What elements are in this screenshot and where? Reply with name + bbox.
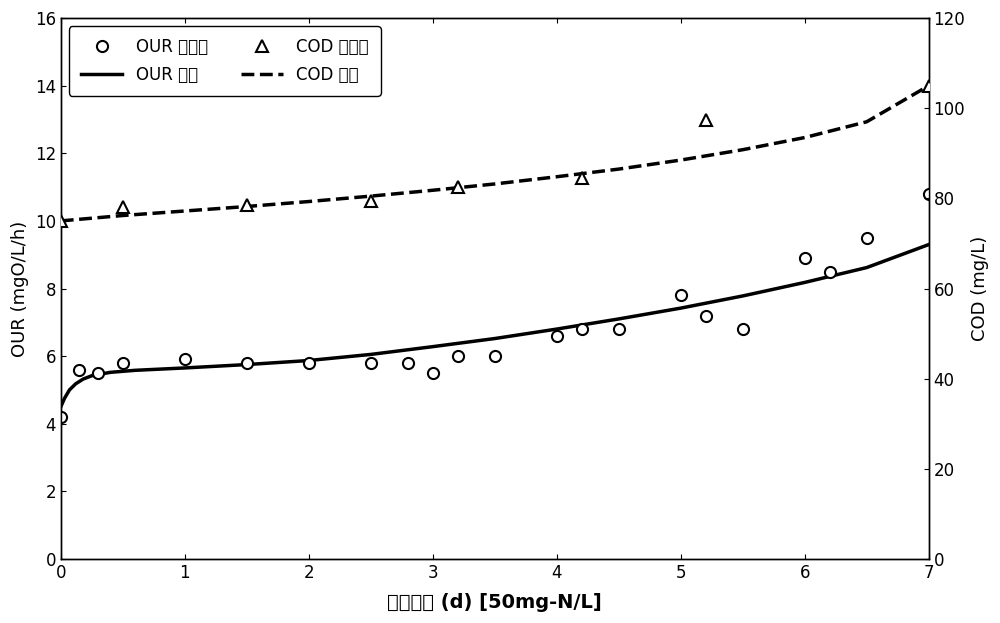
Y-axis label: COD (mg/L): COD (mg/L) [971,236,989,341]
Legend: OUR 测定値, OUR 模拟, COD 测定値, COD 模拟: OUR 测定値, OUR 模拟, COD 测定値, COD 模拟 [69,26,381,96]
Y-axis label: OUR (mgO/L/h): OUR (mgO/L/h) [11,221,29,356]
X-axis label: 培养时间 (d) [50mg-N/L]: 培养时间 (d) [50mg-N/L] [387,593,602,612]
